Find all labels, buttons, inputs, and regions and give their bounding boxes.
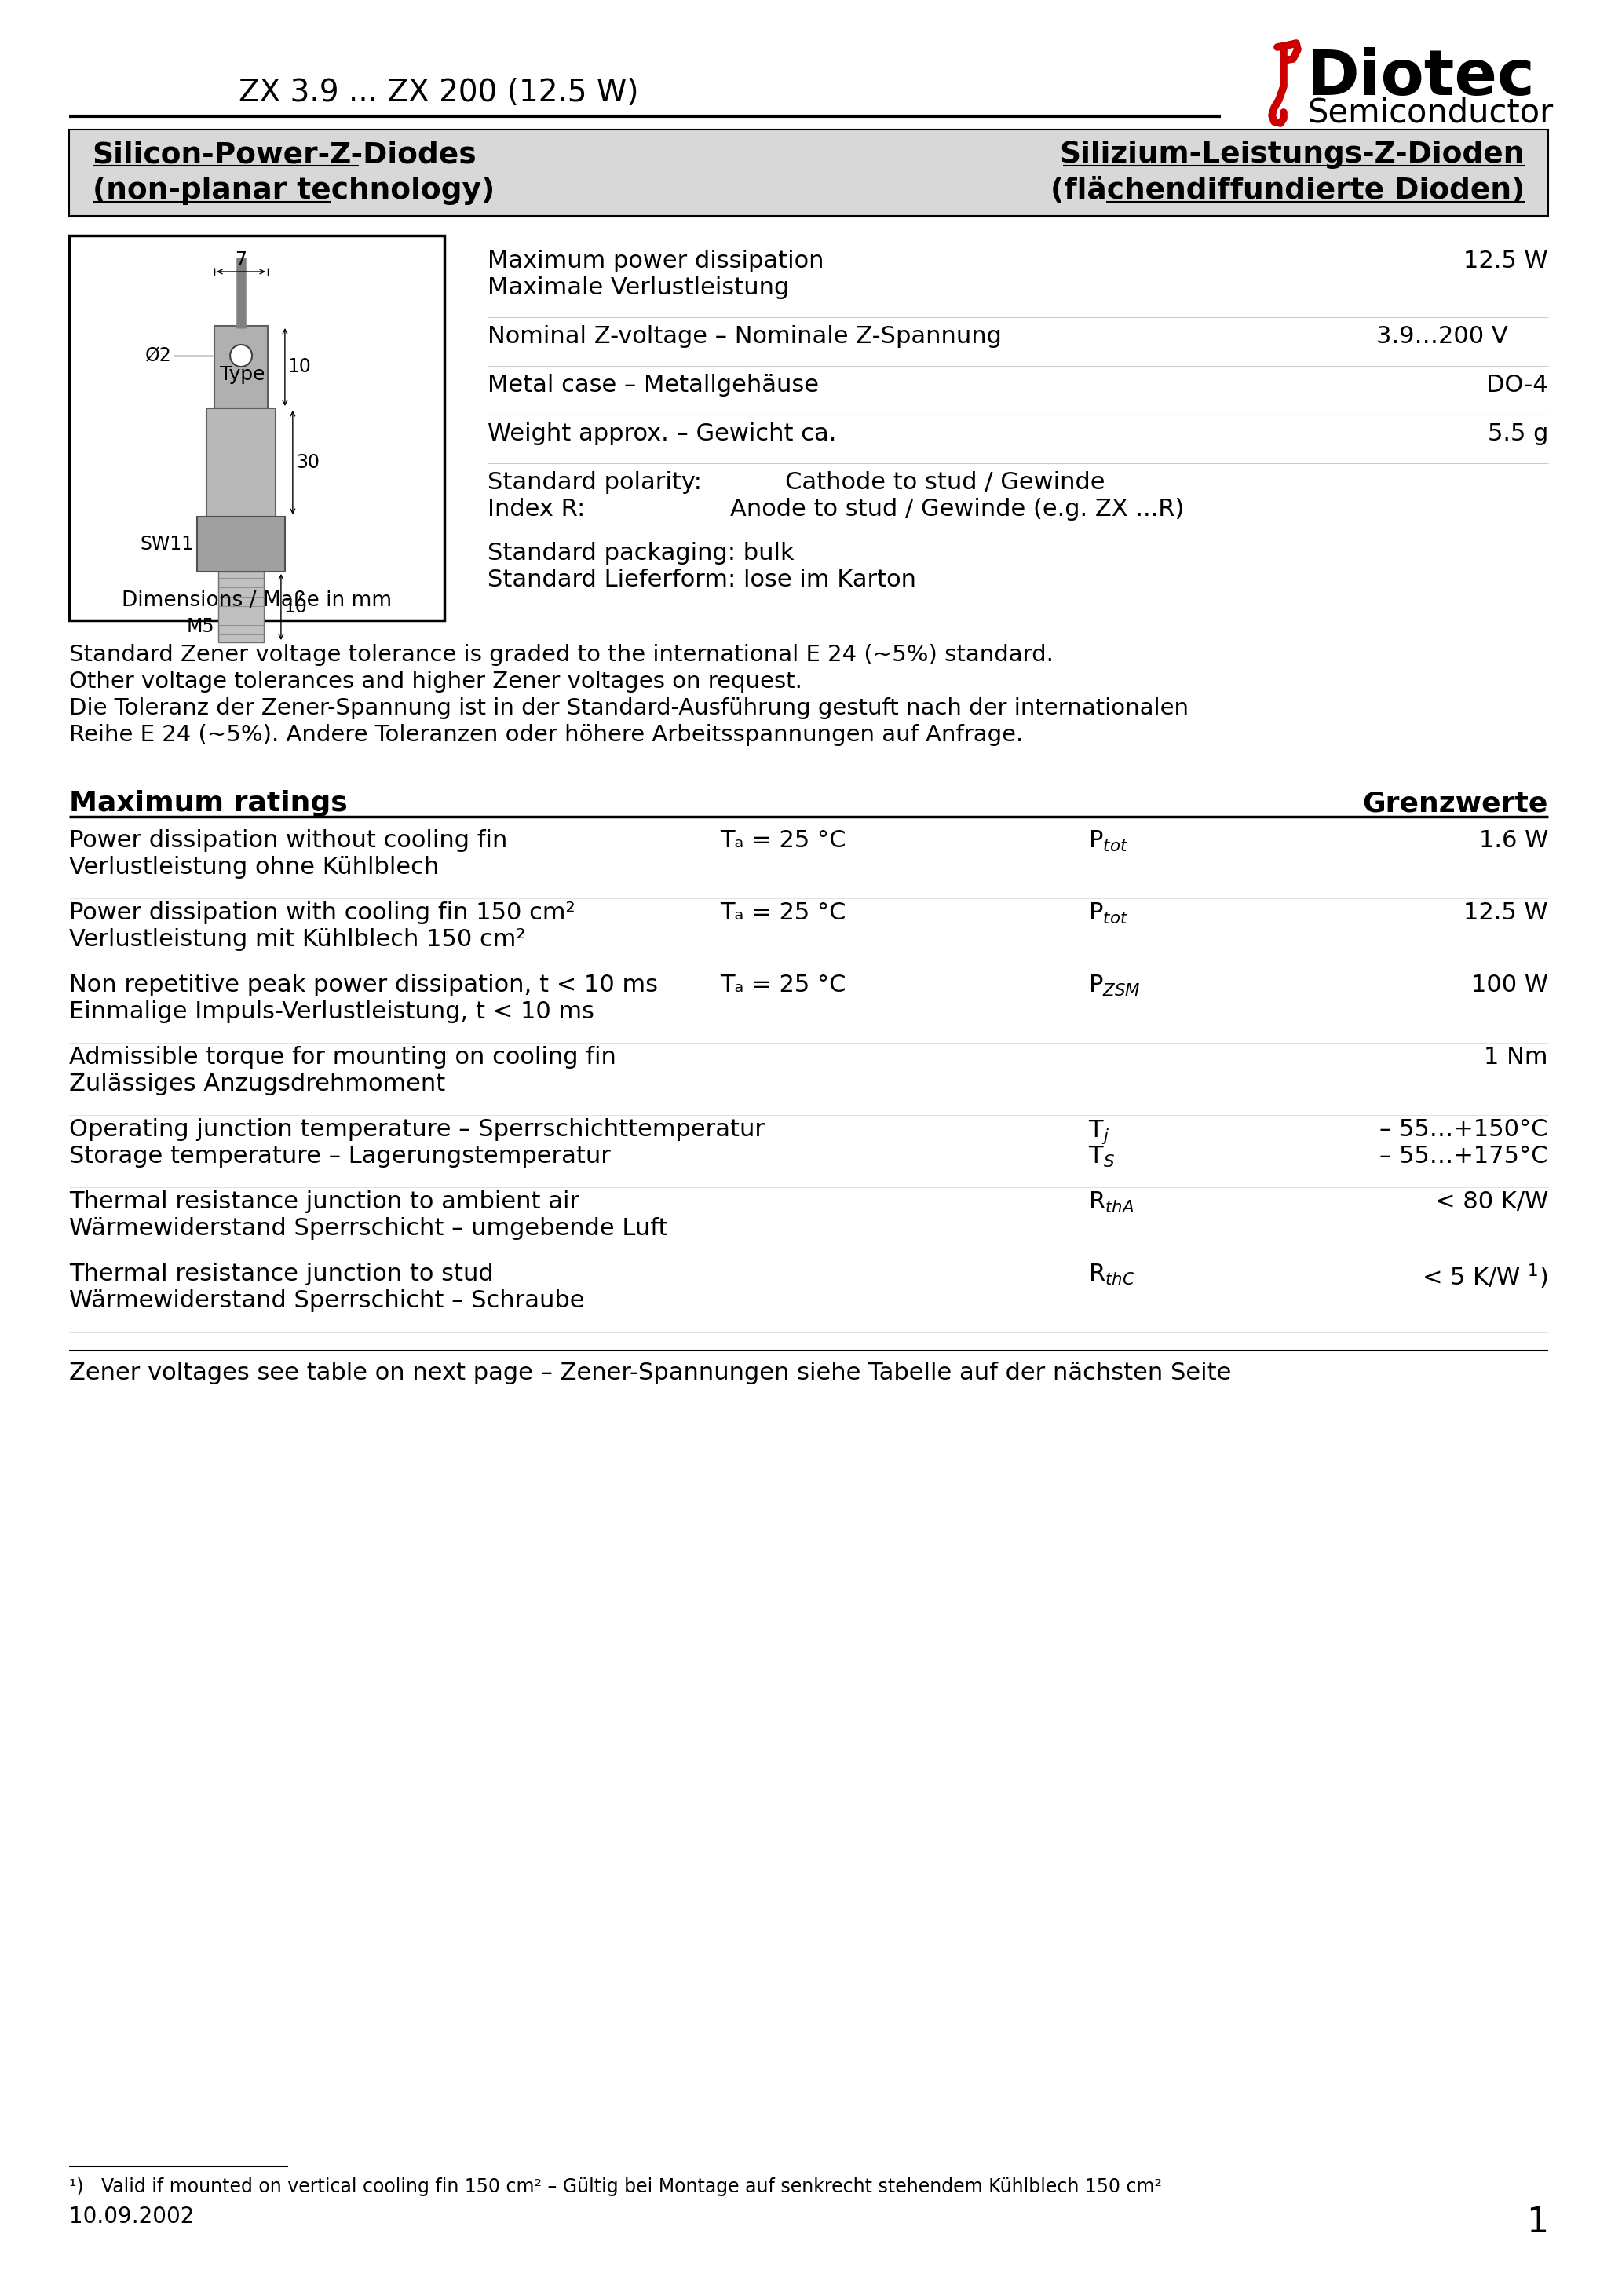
Bar xyxy=(206,409,276,517)
Text: Standard Zener voltage tolerance is graded to the international E 24 (~5%) stand: Standard Zener voltage tolerance is grad… xyxy=(68,643,1053,666)
Text: Tₐ = 25 °C: Tₐ = 25 °C xyxy=(720,829,847,852)
Text: 100 W: 100 W xyxy=(1471,974,1547,996)
Text: Die Toleranz der Zener-Spannung ist in der Standard-Ausführung gestuft nach der : Die Toleranz der Zener-Spannung ist in d… xyxy=(68,698,1189,719)
Bar xyxy=(214,326,268,409)
Text: Admissible torque for mounting on cooling fin: Admissible torque for mounting on coolin… xyxy=(68,1047,616,1068)
Text: R$_{thA}$: R$_{thA}$ xyxy=(1088,1189,1134,1215)
Text: 10.09.2002: 10.09.2002 xyxy=(68,2206,195,2227)
Text: Maximum ratings: Maximum ratings xyxy=(68,790,347,817)
Text: Standard packaging: bulk: Standard packaging: bulk xyxy=(488,542,795,565)
Text: P$_{tot}$: P$_{tot}$ xyxy=(1088,829,1127,854)
Text: Silicon-Power-Z-Diodes: Silicon-Power-Z-Diodes xyxy=(92,140,477,170)
Text: Zulässiges Anzugsdrehmoment: Zulässiges Anzugsdrehmoment xyxy=(68,1072,444,1095)
Text: 1 Nm: 1 Nm xyxy=(1484,1047,1547,1068)
Text: Verlustleistung mit Kühlblech 150 cm²: Verlustleistung mit Kühlblech 150 cm² xyxy=(68,928,526,951)
Text: Operating junction temperature – Sperrschichttemperatur: Operating junction temperature – Sperrsc… xyxy=(68,1118,764,1141)
Text: Silizium-Leistungs-Z-Dioden: Silizium-Leistungs-Z-Dioden xyxy=(1059,140,1525,170)
Text: Type: Type xyxy=(221,365,266,383)
Text: Power dissipation without cooling fin: Power dissipation without cooling fin xyxy=(68,829,508,852)
Text: 12.5 W: 12.5 W xyxy=(1463,902,1547,925)
Text: Tₐ = 25 °C: Tₐ = 25 °C xyxy=(720,974,847,996)
Text: Thermal resistance junction to stud: Thermal resistance junction to stud xyxy=(68,1263,493,1286)
Text: Diotec: Diotec xyxy=(1307,48,1536,108)
Text: – 55…+150°C: – 55…+150°C xyxy=(1380,1118,1547,1141)
Text: T$_j$: T$_j$ xyxy=(1088,1118,1109,1146)
Text: Thermal resistance junction to ambient air: Thermal resistance junction to ambient a… xyxy=(68,1189,579,1212)
Text: 10: 10 xyxy=(284,597,308,615)
Text: Einmalige Impuls-Verlustleistung, t < 10 ms: Einmalige Impuls-Verlustleistung, t < 10… xyxy=(68,1001,594,1024)
Text: Zener voltages see table on next page – Zener-Spannungen siehe Tabelle auf der n: Zener voltages see table on next page – … xyxy=(68,1362,1231,1384)
Text: P$_{tot}$: P$_{tot}$ xyxy=(1088,902,1127,925)
Bar xyxy=(219,572,264,643)
Text: Maximale Verlustleistung: Maximale Verlustleistung xyxy=(488,276,790,298)
Text: 1.6 W: 1.6 W xyxy=(1479,829,1547,852)
Text: 30: 30 xyxy=(295,452,320,473)
Text: (flächendiffundierte Dioden): (flächendiffundierte Dioden) xyxy=(1051,177,1525,204)
Text: Wärmewiderstand Sperrschicht – umgebende Luft: Wärmewiderstand Sperrschicht – umgebende… xyxy=(68,1217,668,1240)
Text: 1: 1 xyxy=(1526,2206,1547,2239)
Text: 5.5 g: 5.5 g xyxy=(1487,422,1547,445)
Bar xyxy=(198,517,285,572)
Text: 7: 7 xyxy=(235,250,247,269)
Text: 10: 10 xyxy=(289,358,311,377)
Text: Cathode to stud / Gewinde: Cathode to stud / Gewinde xyxy=(785,471,1105,494)
Text: Standard polarity:: Standard polarity: xyxy=(488,471,702,494)
Text: Weight approx. – Gewicht ca.: Weight approx. – Gewicht ca. xyxy=(488,422,837,445)
Text: Ø2: Ø2 xyxy=(144,347,172,365)
Text: ZX 3.9 ... ZX 200 (12.5 W): ZX 3.9 ... ZX 200 (12.5 W) xyxy=(238,78,639,108)
Text: Standard Lieferform: lose im Karton: Standard Lieferform: lose im Karton xyxy=(488,569,916,592)
Text: Dimensions / Maße in mm: Dimensions / Maße in mm xyxy=(122,590,393,611)
Text: ¹)   Valid if mounted on vertical cooling fin 150 cm² – Gültig bei Montage auf s: ¹) Valid if mounted on vertical cooling … xyxy=(68,2177,1161,2197)
Text: Storage temperature – Lagerungstemperatur: Storage temperature – Lagerungstemperatu… xyxy=(68,1146,610,1169)
Text: Maximum power dissipation: Maximum power dissipation xyxy=(488,250,824,273)
Text: Metal case – Metallgehäuse: Metal case – Metallgehäuse xyxy=(488,374,819,397)
Circle shape xyxy=(230,344,251,367)
Text: Reihe E 24 (~5%). Andere Toleranzen oder höhere Arbeitsspannungen auf Anfrage.: Reihe E 24 (~5%). Andere Toleranzen oder… xyxy=(68,723,1023,746)
Text: DO-4: DO-4 xyxy=(1486,374,1547,397)
Bar xyxy=(68,129,1547,216)
Text: Grenzwerte: Grenzwerte xyxy=(1362,790,1547,817)
Text: Verlustleistung ohne Kühlblech: Verlustleistung ohne Kühlblech xyxy=(68,856,440,879)
Text: P$_{ZSM}$: P$_{ZSM}$ xyxy=(1088,974,1140,999)
Text: < 5 K/W $^{1}$): < 5 K/W $^{1}$) xyxy=(1422,1263,1547,1290)
Text: SW11: SW11 xyxy=(139,535,193,553)
Text: R$_{thC}$: R$_{thC}$ xyxy=(1088,1263,1135,1288)
Text: M5: M5 xyxy=(187,618,214,636)
Text: 12.5 W: 12.5 W xyxy=(1463,250,1547,273)
Text: – 55…+175°C: – 55…+175°C xyxy=(1380,1146,1547,1169)
Text: Non repetitive peak power dissipation, t < 10 ms: Non repetitive peak power dissipation, t… xyxy=(68,974,657,996)
Text: Power dissipation with cooling fin 150 cm²: Power dissipation with cooling fin 150 c… xyxy=(68,902,574,925)
Text: Wärmewiderstand Sperrschicht – Schraube: Wärmewiderstand Sperrschicht – Schraube xyxy=(68,1290,584,1311)
Text: < 80 K/W: < 80 K/W xyxy=(1435,1189,1547,1212)
Text: Anode to stud / Gewinde (e.g. ZX ...R): Anode to stud / Gewinde (e.g. ZX ...R) xyxy=(730,498,1184,521)
Text: Semiconductor: Semiconductor xyxy=(1307,96,1552,129)
Text: Index R:: Index R: xyxy=(488,498,586,521)
Text: Nominal Z-voltage – Nominale Z-Spannung: Nominal Z-voltage – Nominale Z-Spannung xyxy=(488,326,1002,349)
Text: T$_S$: T$_S$ xyxy=(1088,1146,1114,1169)
Text: (non-planar technology): (non-planar technology) xyxy=(92,177,495,204)
Bar xyxy=(68,236,444,620)
Text: Other voltage tolerances and higher Zener voltages on request.: Other voltage tolerances and higher Zene… xyxy=(68,670,801,693)
Text: Tₐ = 25 °C: Tₐ = 25 °C xyxy=(720,902,847,925)
Text: 3.9…200 V: 3.9…200 V xyxy=(1375,326,1507,349)
